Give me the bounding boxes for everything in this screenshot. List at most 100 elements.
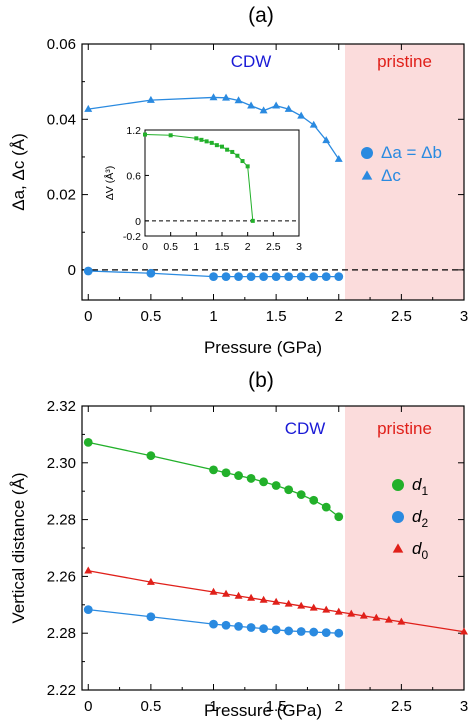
panel-b: 0 0.5 1 1.5 2 2.5 3 2.22 2.28 2.26 2.28 2.30 2.32 (b)… — [9, 369, 468, 720]
data-point — [297, 111, 306, 119]
data-point — [271, 625, 281, 635]
x-tick-label: 3 — [460, 698, 468, 715]
inset-y-tick-label: 1.2 — [126, 125, 141, 137]
data-point — [247, 101, 256, 109]
x-tick-label: 0.5 — [140, 698, 161, 715]
data-point — [209, 272, 218, 282]
data-point — [234, 591, 243, 599]
data-point — [234, 96, 243, 104]
legend-label: d2 — [412, 507, 428, 530]
data-point — [347, 609, 356, 617]
data-point — [272, 597, 281, 605]
inset-x-tick-label: 1 — [193, 241, 199, 253]
legend-label-subscript: 1 — [421, 484, 428, 498]
data-point — [259, 272, 269, 282]
x-tick-label: 1.5 — [266, 308, 287, 325]
x-tick-label: 1 — [209, 698, 217, 715]
series-d0 — [84, 566, 468, 635]
data-point — [222, 93, 230, 101]
inset-y-tick-label: -0.2 — [123, 231, 141, 243]
inset-x-tick-label: 3 — [296, 241, 302, 253]
data-point — [259, 477, 269, 487]
x-tick-label: 2 — [335, 698, 343, 715]
data-point — [246, 623, 256, 632]
series-Δa = Δb — [83, 266, 344, 282]
data-point — [83, 605, 93, 615]
pristine-region — [345, 44, 464, 300]
data-point — [146, 451, 156, 461]
data-point — [297, 601, 306, 609]
inset-y-tick-label: 0.6 — [126, 170, 141, 182]
data-point — [284, 485, 294, 495]
y-tick-label: 2.28 — [47, 625, 76, 642]
data-point — [146, 268, 156, 278]
data-point — [334, 607, 343, 615]
series-d1 — [83, 437, 344, 522]
data-point — [209, 93, 218, 101]
data-point — [321, 272, 331, 282]
data-point — [209, 465, 218, 475]
inset-x-tick-label: 2 — [245, 241, 251, 253]
x-tick-label: 1 — [209, 308, 217, 325]
data-point — [246, 474, 256, 483]
data-point — [83, 437, 93, 447]
data-point — [334, 154, 343, 162]
data-point — [359, 611, 368, 619]
inset-x-tick-label: 0 — [142, 241, 148, 253]
data-point — [272, 101, 281, 109]
inset-x-tick-label: 0.5 — [163, 241, 178, 253]
data-point — [322, 605, 331, 613]
data-point — [234, 471, 243, 480]
legend-marker — [361, 170, 373, 180]
series-line — [88, 441, 340, 518]
series-d2 — [83, 605, 344, 638]
y-tick-label: 0.06 — [47, 36, 76, 53]
data-point — [234, 621, 243, 631]
y-tick-label: 2.32 — [47, 398, 76, 415]
panel-label: (b) — [248, 369, 274, 392]
data-point — [84, 104, 93, 112]
data-point — [209, 587, 218, 595]
inset-chart: 0 0.5 1 1.5 2 2.5 3-0.200.61.2ΔV (Å³) — [103, 125, 302, 253]
data-point — [284, 626, 294, 636]
inset-data-point — [214, 143, 219, 148]
data-point — [321, 502, 331, 512]
legend-label: d0 — [412, 539, 428, 562]
inset-data-point — [199, 137, 204, 142]
data-point — [209, 619, 218, 629]
data-point — [146, 577, 155, 585]
legend-marker — [361, 147, 373, 159]
y-axis-label: Vertical distance (Å) — [9, 472, 28, 623]
inset-x-tick-label: 2.5 — [266, 241, 281, 253]
data-point — [384, 615, 393, 623]
y-tick-label: 2.30 — [47, 455, 76, 472]
x-tick-label: 3 — [460, 308, 468, 325]
inset-data-point — [194, 136, 199, 141]
inset-data-point — [204, 139, 209, 144]
plot-frame — [81, 43, 465, 301]
data-point — [334, 272, 344, 282]
legend-label: d1 — [412, 475, 428, 498]
panel-a: 0 0.5 1 1.5 2 2.5 3 0 0.02 0.04 0.06 (a) Pressure (G… — [9, 4, 468, 357]
legend-label: Δc — [381, 166, 401, 185]
data-point — [296, 272, 306, 282]
data-point — [84, 566, 93, 574]
legend-label-text: d — [412, 475, 422, 494]
inset-data-point — [209, 140, 214, 145]
inset-data-point — [235, 153, 240, 158]
data-point — [309, 627, 319, 637]
inset-data-point — [250, 218, 255, 223]
data-point — [221, 620, 231, 630]
cdw-region-label: CDW — [285, 419, 326, 438]
data-point — [309, 120, 318, 128]
y-tick-label: 2.22 — [47, 682, 76, 699]
data-point — [460, 627, 468, 635]
data-point — [309, 603, 318, 611]
data-point — [259, 624, 269, 634]
data-point — [247, 593, 256, 601]
data-point — [146, 612, 156, 622]
legend-label-text: Δa = Δb — [381, 143, 442, 162]
inset-y-axis-label: ΔV (Å³) — [103, 166, 116, 200]
data-point — [221, 272, 231, 282]
